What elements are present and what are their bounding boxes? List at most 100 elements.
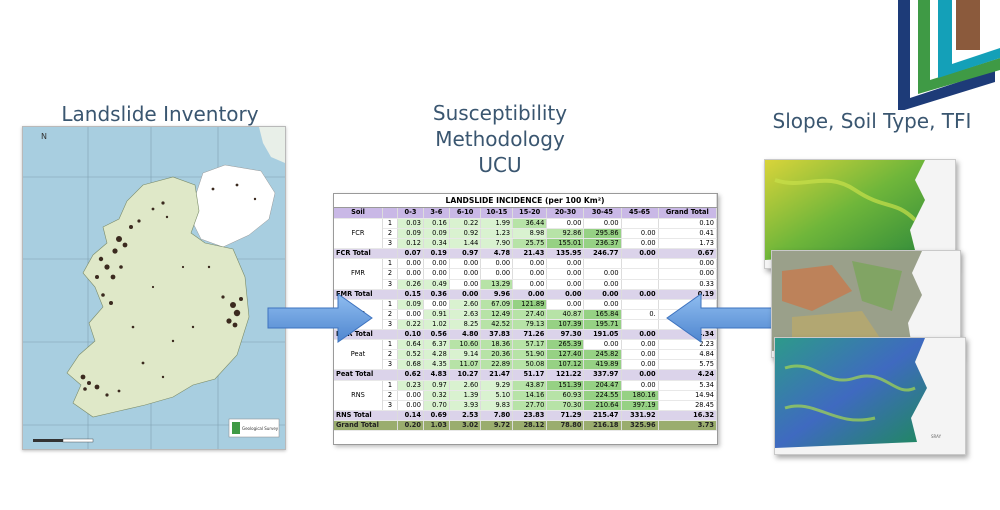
total-value-cell: 10.27: [449, 369, 482, 381]
total-value-cell: 21.43: [512, 248, 548, 260]
total-value-cell: 0.00: [512, 289, 548, 300]
total-value-cell: 0.97: [449, 248, 482, 260]
value-cell: [621, 299, 659, 310]
value-cell: 14.94: [658, 390, 718, 401]
value-cell: 28.45: [658, 400, 718, 411]
value-cell: 0.00: [480, 268, 514, 280]
class-cell: 1: [382, 380, 398, 391]
value-cell: 0.00: [449, 268, 482, 280]
class-cell: 2: [382, 349, 398, 361]
value-cell: 0.00: [512, 258, 548, 270]
methodology-heading: Susceptibility Methodology UCU: [425, 100, 575, 178]
gsi-logo-icon: [898, 0, 1000, 110]
value-cell: 0.03: [397, 218, 424, 230]
value-cell: 5.75: [658, 359, 718, 371]
value-cell: 155.01: [546, 238, 585, 250]
table-title: LANDSLIDE INCIDENCE (per 100 Km²): [334, 194, 717, 208]
table-body: FCR 1 0.03 0.16 0.22 1.99 36.44 0.00 0.00 0.10 2 0.…: [334, 218, 718, 431]
total-value-cell: 4.78: [480, 248, 514, 260]
value-cell: 295.86: [583, 228, 622, 240]
value-cell: 245.82: [583, 349, 622, 361]
soil-type-cell: Peat: [334, 339, 383, 371]
total-value-cell: 0.00: [583, 289, 622, 300]
value-cell: 0.00: [480, 258, 514, 270]
arrow-left-icon: [666, 293, 780, 343]
grand-total-value-cell: 28.12: [512, 420, 548, 431]
value-cell: 10.60: [449, 339, 482, 351]
value-cell: [621, 268, 659, 280]
total-value-cell: 4.24: [658, 369, 718, 381]
value-cell: 0.33: [658, 279, 718, 290]
class-cell: 1: [382, 339, 398, 351]
soil-type-cell: RNS: [334, 380, 383, 411]
col-header: 15-20: [512, 207, 548, 219]
class-cell: 1: [382, 299, 398, 310]
total-value-cell: 0.00: [621, 329, 659, 341]
value-cell: [621, 279, 659, 290]
grand-total-value-cell: 1.03: [423, 420, 450, 431]
total-label: MCR Total: [334, 329, 398, 341]
total-value-cell: 4.83: [423, 369, 450, 381]
value-cell: 224.55: [583, 390, 622, 401]
value-cell: 0.00: [583, 218, 622, 230]
value-cell: 195.71: [583, 319, 622, 331]
value-cell: 12.49: [480, 309, 514, 320]
soil-type-cell: FCR: [334, 218, 383, 250]
total-value-cell: 135.95: [546, 248, 585, 260]
col-header: 10-15: [480, 207, 514, 219]
table-row: FCR 1 0.03 0.16 0.22 1.99 36.44 0.00 0.00 0.10: [334, 218, 718, 250]
value-cell: 0.70: [423, 400, 450, 411]
legend-logo-icon: [232, 422, 240, 434]
value-cell: 0.22: [449, 218, 482, 230]
landslide-incidence-table: LANDSLIDE INCIDENCE (per 100 Km²) Soil 0…: [334, 194, 718, 431]
table-row: 2 0.52 4.28 9.14 20.36 51.90 127.40 245.82 0.00 4…: [334, 349, 718, 361]
total-value-cell: 331.92: [621, 410, 659, 421]
value-cell: 0.00: [397, 400, 424, 411]
total-value-cell: 0.56: [423, 329, 450, 341]
col-header: [382, 207, 398, 219]
total-value-cell: 23.83: [512, 410, 548, 421]
table-row: 2 0.09 0.09 0.92 1.23 8.98 92.86 295.86 0.00 0.41: [334, 228, 718, 240]
grand-total-row: Grand Total 0.20 1.03 3.02 9.72 28.12 78.80 216…: [334, 420, 718, 431]
total-value-cell: 0.19: [658, 289, 718, 300]
total-value-cell: 246.77: [583, 248, 622, 260]
value-cell: 0.22: [397, 319, 424, 331]
total-label: FMR Total: [334, 289, 398, 300]
total-value-cell: 0.69: [423, 410, 450, 421]
value-cell: 0.00: [658, 268, 718, 280]
landslide-inventory-heading: Landslide Inventory: [61, 102, 259, 126]
value-cell: 0.00: [397, 268, 424, 280]
value-cell: 0.00: [621, 380, 659, 391]
value-cell: 0.12: [397, 238, 424, 250]
value-cell: 0.41: [658, 228, 718, 240]
value-cell: 0.00: [449, 279, 482, 290]
value-cell: 0.09: [423, 228, 450, 240]
value-cell: 397.19: [621, 400, 659, 411]
value-cell: 27.70: [512, 400, 548, 411]
total-value-cell: 9.96: [480, 289, 514, 300]
col-header: 20-30: [546, 207, 585, 219]
value-cell: 0.52: [397, 349, 424, 361]
total-value-cell: 2.53: [449, 410, 482, 421]
total-value-cell: 0.67: [658, 248, 718, 260]
value-cell: 5.10: [480, 390, 514, 401]
value-cell: [621, 319, 659, 331]
value-cell: 0.00: [397, 390, 424, 401]
value-cell: 20.36: [480, 349, 514, 361]
total-value-cell: 97.30: [546, 329, 585, 341]
class-cell: 3: [382, 400, 398, 411]
value-cell: 1.44: [449, 238, 482, 250]
value-cell: 11.07: [449, 359, 482, 371]
value-cell: 2.60: [449, 299, 482, 310]
svg-text:SRAY: SRAY: [931, 434, 942, 439]
value-cell: 127.40: [546, 349, 585, 361]
grand-total-label: Grand Total: [334, 420, 398, 431]
class-cell: 1: [382, 218, 398, 230]
total-value-cell: 337.97: [583, 369, 622, 381]
table-row: 3 0.12 0.34 1.44 7.90 25.75 155.01 236.37 0.00 1.…: [334, 238, 718, 250]
value-cell: 0.92: [449, 228, 482, 240]
value-cell: 6.37: [423, 339, 450, 351]
grand-total-value-cell: 3.02: [449, 420, 482, 431]
soil-type-cell: FMR: [334, 258, 383, 290]
value-cell: 0.00: [397, 258, 424, 270]
